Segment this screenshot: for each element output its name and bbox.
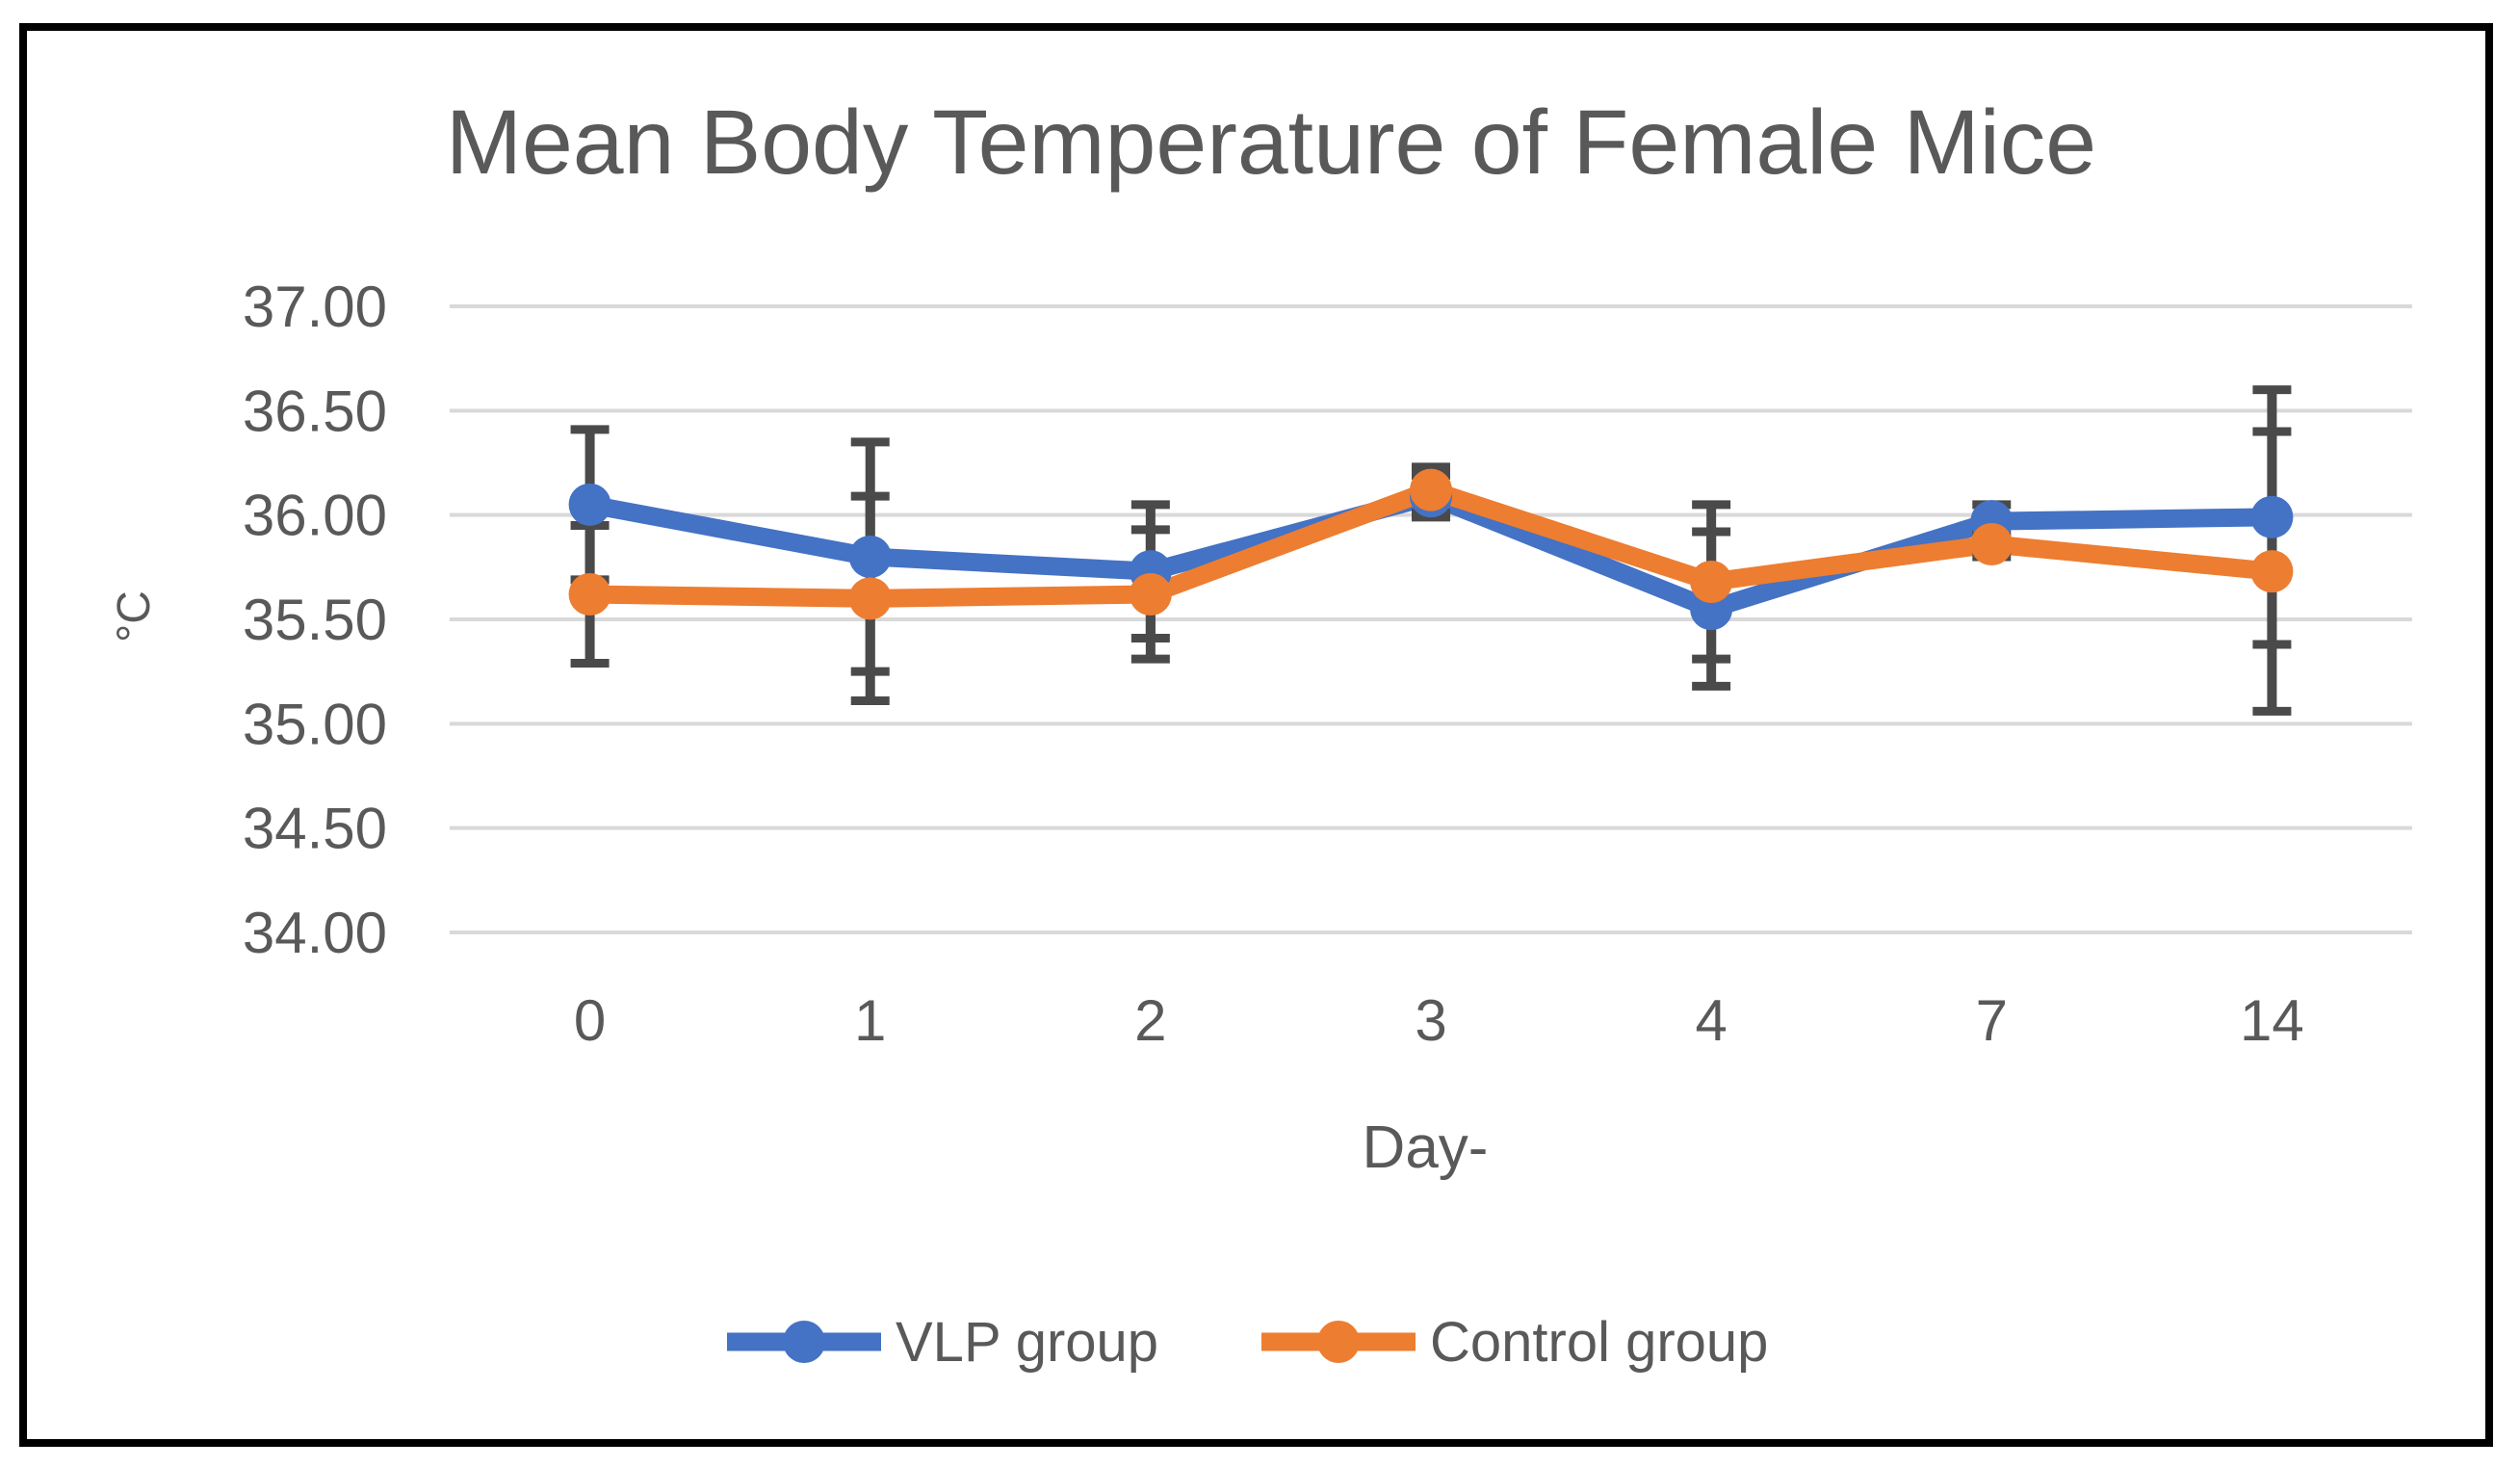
y-axis-tick-labels: 37.00 36.50 36.00 35.50 35.00 34.50 34.00 <box>243 275 387 965</box>
x-tick-label-0: 0 <box>574 988 606 1053</box>
y-tick-label-35.50: 35.50 <box>243 588 387 652</box>
marker-control-group-day-7 <box>1970 523 2013 565</box>
y-tick-label-35.00: 35.00 <box>243 692 387 756</box>
y-tick-label-37.00: 37.00 <box>243 275 387 339</box>
marker-control-group-day-0 <box>568 573 611 616</box>
x-tick-label-14: 14 <box>2240 988 2304 1053</box>
marker-vlp-group-day-1 <box>848 536 892 578</box>
marker-control-group-day-4 <box>1690 561 1733 603</box>
y-axis-title: °C <box>109 590 160 642</box>
legend-item-control-group: Control group <box>1261 1311 1768 1374</box>
marker-control-group-day-2 <box>1129 573 1172 616</box>
x-axis-tick-labels: 0 1 2 3 4 7 14 <box>574 988 2304 1053</box>
series-markers <box>568 468 2294 631</box>
gridlines <box>450 304 2412 934</box>
x-tick-label-7: 7 <box>1976 988 2008 1053</box>
marker-control-group-day-3 <box>1410 468 1452 511</box>
legend-marker-vlp-group <box>783 1321 825 1363</box>
x-axis-title: Day- <box>1363 1114 1489 1181</box>
x-tick-label-4: 4 <box>1695 988 1727 1053</box>
chart-title: Mean Body Temperature of Female Mice <box>446 92 2096 194</box>
y-tick-label-34.00: 34.00 <box>243 901 387 965</box>
marker-control-group-day-14 <box>2250 550 2294 593</box>
legend-label-vlp-group: VLP group <box>896 1311 1158 1374</box>
y-tick-label-34.50: 34.50 <box>243 797 387 861</box>
y-tick-label-36.00: 36.00 <box>243 484 387 548</box>
y-tick-label-36.50: 36.50 <box>243 379 387 443</box>
marker-control-group-day-1 <box>848 577 892 620</box>
x-tick-label-1: 1 <box>854 988 886 1053</box>
marker-vlp-group-day-14 <box>2250 495 2294 538</box>
legend-label-control-group: Control group <box>1430 1311 1768 1374</box>
marker-vlp-group-day-0 <box>568 483 611 526</box>
legend: VLP group Control group <box>727 1311 1768 1374</box>
x-tick-label-2: 2 <box>1134 988 1166 1053</box>
legend-marker-control-group <box>1317 1321 1360 1363</box>
chart-border <box>19 23 2493 1447</box>
legend-item-vlp-group: VLP group <box>727 1311 1158 1374</box>
x-tick-label-3: 3 <box>1415 988 1446 1053</box>
